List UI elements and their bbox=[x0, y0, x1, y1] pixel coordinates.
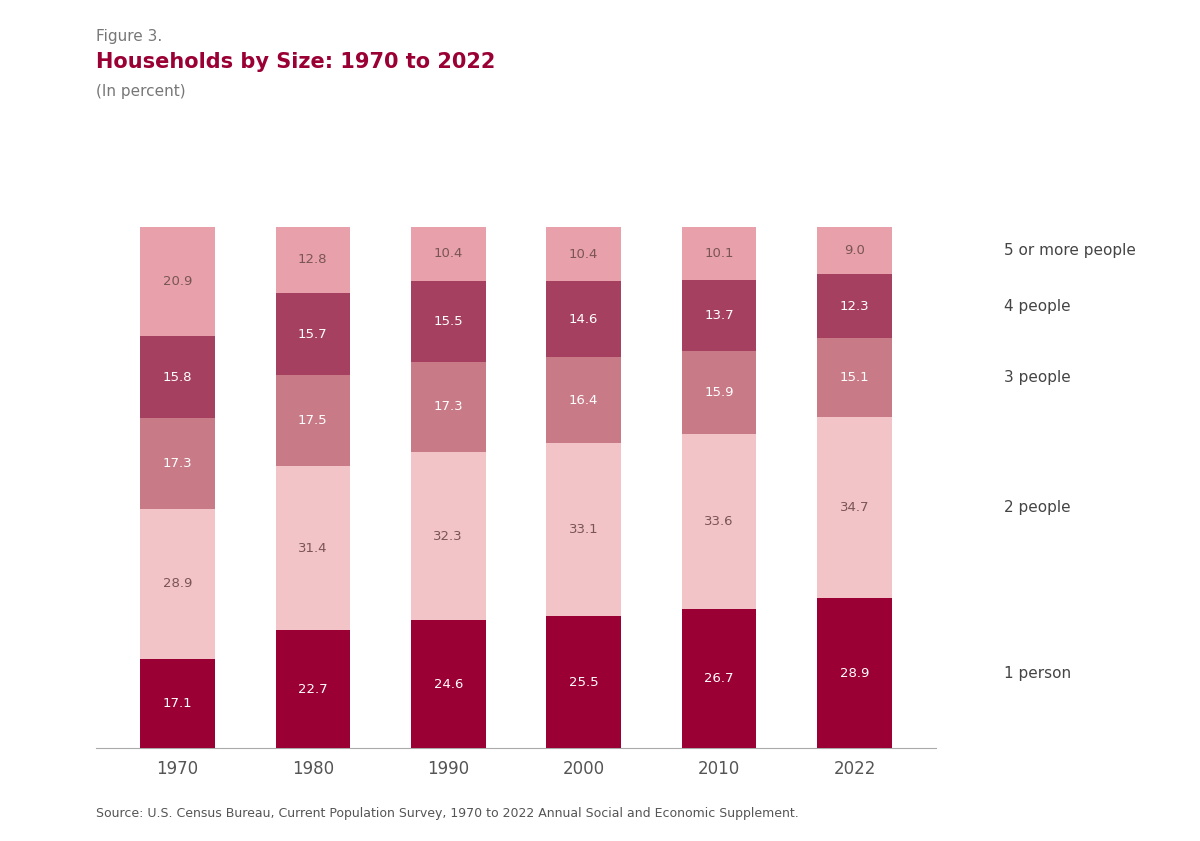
Text: Figure 3.: Figure 3. bbox=[96, 29, 162, 45]
Text: 16.4: 16.4 bbox=[569, 394, 599, 407]
Bar bbox=[140, 659, 215, 748]
Bar bbox=[140, 336, 215, 419]
Bar bbox=[546, 281, 622, 357]
Bar bbox=[140, 227, 215, 336]
Text: 32.3: 32.3 bbox=[433, 530, 463, 542]
Text: 34.7: 34.7 bbox=[840, 501, 870, 514]
Bar bbox=[410, 452, 486, 620]
Bar bbox=[546, 616, 622, 748]
Text: 14.6: 14.6 bbox=[569, 313, 599, 325]
Bar bbox=[817, 598, 892, 748]
Text: Households by Size: 1970 to 2022: Households by Size: 1970 to 2022 bbox=[96, 52, 496, 72]
Text: 33.6: 33.6 bbox=[704, 516, 734, 528]
Bar bbox=[140, 509, 215, 659]
Bar bbox=[410, 226, 486, 281]
Text: 12.8: 12.8 bbox=[298, 253, 328, 267]
Text: 17.5: 17.5 bbox=[298, 415, 328, 427]
Bar bbox=[410, 281, 486, 362]
Text: 20.9: 20.9 bbox=[163, 275, 192, 288]
Text: Source: U.S. Census Bureau, Current Population Survey, 1970 to 2022 Annual Socia: Source: U.S. Census Bureau, Current Popu… bbox=[96, 807, 799, 820]
Bar bbox=[546, 227, 622, 281]
Bar bbox=[682, 227, 756, 280]
Text: 4 people: 4 people bbox=[1003, 299, 1070, 314]
Text: 15.5: 15.5 bbox=[433, 315, 463, 328]
Text: 10.1: 10.1 bbox=[704, 247, 734, 260]
Text: 15.7: 15.7 bbox=[298, 328, 328, 341]
Text: 10.4: 10.4 bbox=[569, 248, 599, 261]
Bar bbox=[276, 226, 350, 294]
Text: 25.5: 25.5 bbox=[569, 675, 599, 689]
Text: 15.9: 15.9 bbox=[704, 386, 734, 399]
Text: 13.7: 13.7 bbox=[704, 309, 734, 322]
Bar bbox=[546, 443, 622, 616]
Bar bbox=[276, 467, 350, 630]
Bar bbox=[817, 227, 892, 274]
Bar bbox=[276, 375, 350, 467]
Text: 5 or more people: 5 or more people bbox=[1003, 243, 1135, 258]
Text: 28.9: 28.9 bbox=[163, 578, 192, 590]
Text: 17.3: 17.3 bbox=[162, 457, 192, 470]
Bar bbox=[817, 274, 892, 338]
Bar bbox=[276, 294, 350, 375]
Text: 12.3: 12.3 bbox=[840, 299, 870, 313]
Bar bbox=[276, 630, 350, 748]
Text: 28.9: 28.9 bbox=[840, 667, 869, 680]
Bar bbox=[682, 352, 756, 434]
Text: 17.3: 17.3 bbox=[433, 400, 463, 413]
Bar bbox=[140, 419, 215, 509]
Text: 10.4: 10.4 bbox=[433, 247, 463, 260]
Bar bbox=[817, 417, 892, 598]
Text: 2 people: 2 people bbox=[1003, 500, 1070, 515]
Bar bbox=[682, 434, 756, 609]
Text: 1 person: 1 person bbox=[1003, 665, 1070, 680]
Bar bbox=[410, 620, 486, 748]
Bar bbox=[817, 338, 892, 417]
Text: 15.1: 15.1 bbox=[840, 371, 870, 384]
Bar bbox=[682, 609, 756, 748]
Text: 9.0: 9.0 bbox=[845, 244, 865, 257]
Text: 22.7: 22.7 bbox=[298, 683, 328, 696]
Text: 26.7: 26.7 bbox=[704, 673, 734, 685]
Text: 17.1: 17.1 bbox=[162, 697, 192, 711]
Text: 24.6: 24.6 bbox=[433, 678, 463, 690]
Text: 31.4: 31.4 bbox=[298, 542, 328, 555]
Bar bbox=[410, 362, 486, 452]
Text: (In percent): (In percent) bbox=[96, 84, 186, 99]
Text: 33.1: 33.1 bbox=[569, 523, 599, 536]
Text: 3 people: 3 people bbox=[1003, 370, 1070, 385]
Bar bbox=[546, 357, 622, 443]
Bar bbox=[682, 280, 756, 352]
Text: 15.8: 15.8 bbox=[162, 371, 192, 383]
